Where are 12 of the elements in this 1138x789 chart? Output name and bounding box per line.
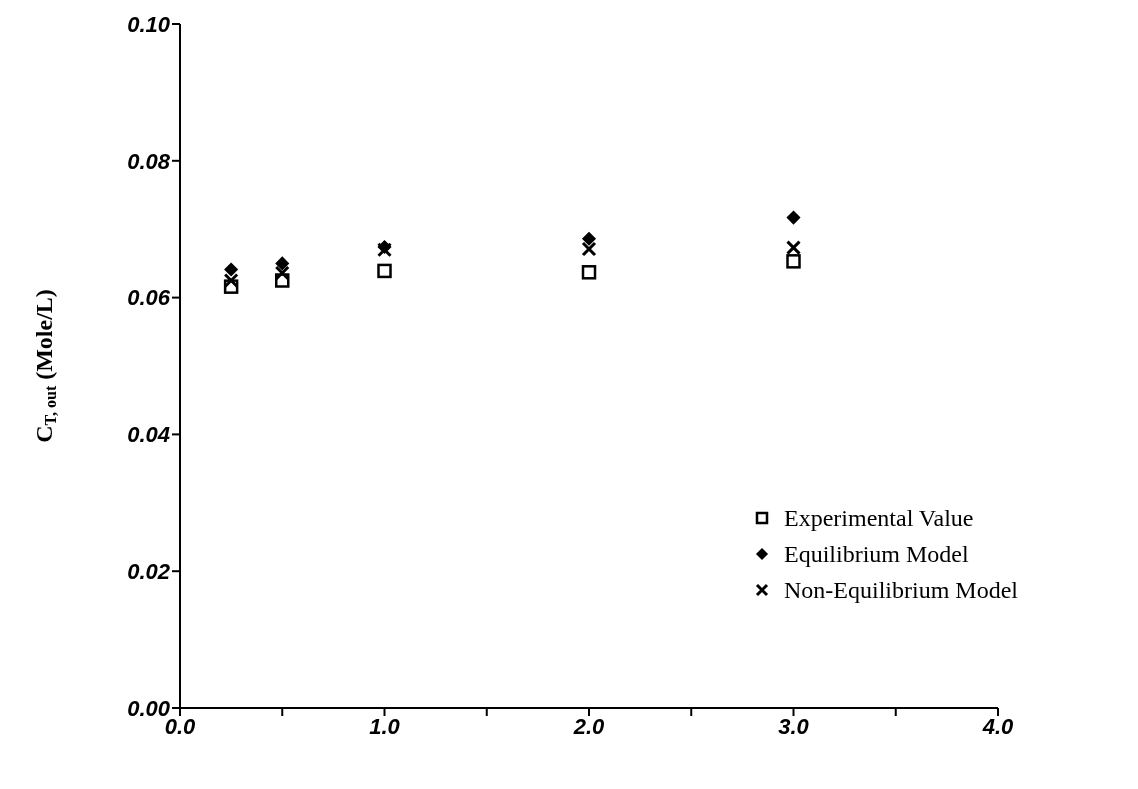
y-tick-label: 0.08 [127,148,171,174]
x-tick-label: 3.0 [778,713,810,739]
legend-label: Experimental Value [784,504,974,533]
y-tick-label: 0.02 [127,559,171,585]
x-tick-label: 4.0 [981,713,1015,739]
y-tick-label: 0.06 [127,285,171,311]
y-tick-label: 0.10 [127,11,171,37]
legend-label: Non-Equilibrium Model [784,576,1018,605]
legend-label: Equilibrium Model [784,540,969,569]
x-tick-label: 1.0 [369,713,401,739]
y-tick-label: 0.04 [127,422,170,448]
x-tick-label: 2.0 [572,713,606,739]
